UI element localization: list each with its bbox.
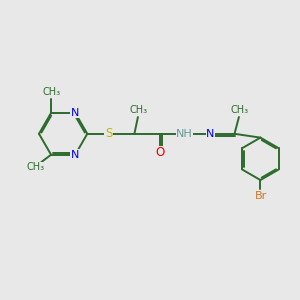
Text: S: S [105, 127, 112, 140]
Text: NH: NH [176, 129, 193, 139]
Text: Br: Br [255, 191, 267, 201]
Text: CH₃: CH₃ [230, 105, 249, 115]
Text: CH₃: CH₃ [26, 162, 44, 172]
Text: O: O [156, 146, 165, 159]
Text: CH₃: CH₃ [42, 87, 60, 97]
Text: N: N [71, 150, 80, 160]
Text: N: N [206, 129, 214, 139]
Text: CH₃: CH₃ [130, 105, 148, 115]
Text: N: N [71, 108, 80, 118]
